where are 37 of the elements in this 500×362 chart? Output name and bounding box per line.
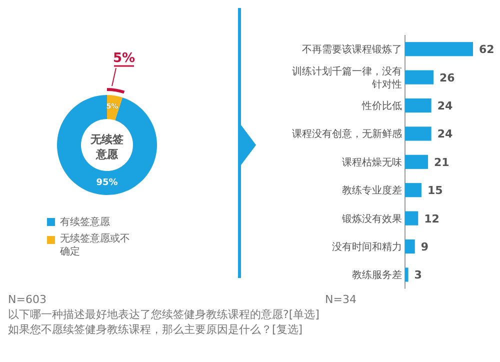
bar [405,42,473,56]
data-label: 3 [414,268,422,282]
bar [405,268,408,282]
y-tick-label: 性价比低 [361,100,402,112]
bar [405,70,434,84]
y-tick-label: 课程没有创意，无新鲜感 [292,128,402,140]
data-label: 21 [434,156,450,169]
y-tick-label: 不再需要该课程锻炼了 [302,44,402,56]
text: N=34 [325,293,356,306]
y-tick-label: 锻炼没有效果 [341,212,402,225]
data-label: 95% [96,178,118,188]
legend-label: 有续签意愿 [60,216,110,228]
data-label: 62 [479,43,494,56]
text: 如果您不愿续签健身教练课程，那么主要原因是什么？[复选] [8,323,303,336]
bar [405,239,415,254]
data-label: 24 [437,128,453,141]
bar [405,98,432,113]
bar [405,183,422,198]
data-label: 12 [424,212,440,226]
bar [405,211,418,226]
y-tick-label: 没有时间和精力 [332,241,402,253]
data-label: 24 [437,100,453,112]
legend-label: 无续签意愿或不确定 [59,232,130,258]
bar [405,154,428,169]
bar [405,126,432,141]
y-tick-label: 教练专业度差 [342,184,402,197]
data-label: 15 [427,184,443,198]
text: 以下哪一种描述最好地表达了您续签健身教练课程的意愿?[单选] [8,308,320,321]
y-tick-label: 训练计划千篇一律，没有针对性 [292,65,402,90]
text: 5% [112,51,136,66]
text: N=603 [8,293,46,306]
data-label: 9 [420,240,429,254]
donut-slice [57,95,157,195]
y-tick-label: 教练服务差 [352,269,402,282]
text: 无续签意愿 [90,133,124,161]
y-tick-label: 课程枯燥无味 [342,156,402,168]
data-label: 26 [440,71,456,84]
